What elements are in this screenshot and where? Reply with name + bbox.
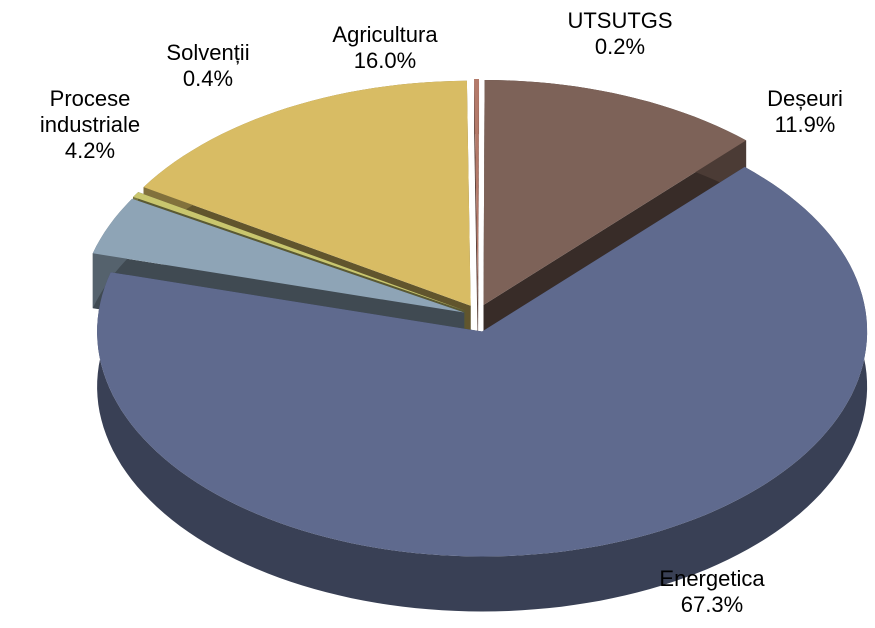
value-label: 16.0%: [353, 48, 417, 73]
slice-top: [483, 80, 747, 305]
category-name: UTSUTGS: [567, 8, 673, 33]
category-name: Procese industriale: [39, 86, 141, 137]
value-label: 11.9%: [774, 112, 836, 137]
slice-top: [97, 166, 868, 557]
slice-label: UTSUTGS 0.2%: [550, 8, 690, 60]
slice-top: [474, 79, 479, 304]
slice-top: [92, 198, 465, 313]
value-label: 0.4%: [182, 66, 234, 91]
slice-label: Energetica 67.3%: [642, 566, 782, 618]
slice-label: Solvenții 0.4%: [138, 40, 278, 92]
slice-label: Deșeuri 11.9%: [735, 86, 875, 138]
category-name: Solvenții: [166, 40, 250, 65]
slice-top: [143, 80, 471, 306]
value-label: 67.3%: [680, 592, 744, 617]
slice-label: Procese industriale 4.2%: [20, 86, 160, 164]
slice-label: Agricultura 16.0%: [315, 22, 455, 74]
category-name: Energetica: [659, 566, 765, 591]
value-label: 0.2%: [594, 34, 646, 59]
category-name: Agricultura: [332, 22, 438, 47]
slice-side: [474, 78, 478, 359]
value-label: 4.2%: [64, 138, 116, 163]
pie-slice: [474, 78, 480, 359]
slice-side: [477, 78, 480, 359]
category-name: Deșeuri: [767, 86, 843, 111]
pie-slice: [97, 166, 868, 612]
slice-top: [133, 192, 466, 311]
